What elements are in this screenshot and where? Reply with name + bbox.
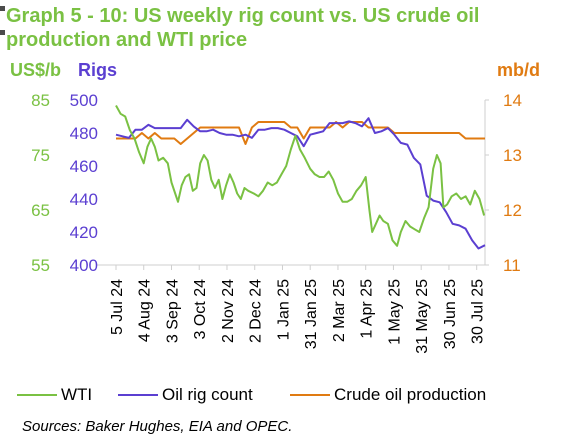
production-tick-label: 14 <box>503 91 522 110</box>
wti-tick-label: 55 <box>31 256 50 275</box>
rigs-tick-label: 420 <box>70 223 98 242</box>
x-tick-label: 4 Aug 24 <box>137 279 154 342</box>
wti-tick-label: 85 <box>31 91 50 110</box>
title-marker <box>0 30 5 35</box>
wti-axis-unit: US$/b <box>10 60 62 80</box>
rigs-tick-label: 460 <box>70 157 98 176</box>
production-axis-unit: mb/d <box>497 60 540 80</box>
legend-swatch-production <box>290 394 330 396</box>
x-tick-label: 2 Mar 25 <box>331 279 348 342</box>
x-tick-label: 30 Jun 25 <box>442 279 459 349</box>
wti-tick-label: 75 <box>31 146 50 165</box>
axes: 55 65 75 85 400 420 440 460 480 500 11 12 13 14 5 Jul … <box>31 91 522 354</box>
x-tick-label: 31 May 25 <box>414 279 431 354</box>
wti-tick-label: 65 <box>31 201 50 220</box>
rigs-tick-label: 400 <box>70 256 98 275</box>
series-line-wti <box>115 105 486 247</box>
series-line-rigs <box>115 117 486 250</box>
x-tick-label: 31 Jan 25 <box>303 279 320 349</box>
x-tick-label: 30 Jul 25 <box>470 279 487 344</box>
rigs-tick-label: 440 <box>70 190 98 209</box>
production-tick-label: 13 <box>503 146 522 165</box>
x-tick-label: 2 Nov 24 <box>220 279 237 343</box>
rigs-axis-unit: Rigs <box>78 60 118 80</box>
rigs-tick-label: 480 <box>70 124 98 143</box>
legend-label-rigs: Oil rig count <box>162 385 253 404</box>
legend: WTI Oil rig count Crude oil production <box>0 385 565 405</box>
legend-item-rigs: Oil rig count <box>118 385 253 405</box>
legend-swatch-wti <box>17 394 57 396</box>
x-tick-label: 1 May 25 <box>386 279 403 345</box>
legend-item-wti: WTI <box>17 385 92 405</box>
title-marker <box>0 6 5 11</box>
x-tick-label: 5 Jul 24 <box>109 279 126 335</box>
series-lines <box>115 105 486 250</box>
source-note: Sources: Baker Hughes, EIA and OPEC. <box>22 418 293 435</box>
x-tick-label: 3 Sep 24 <box>164 279 181 343</box>
legend-item-production: Crude oil production <box>290 385 486 405</box>
chart-title-line-1: Graph 5 - 10: US weekly rig count vs. US… <box>6 5 480 27</box>
production-tick-label: 11 <box>503 256 521 275</box>
chart-title: Graph 5 - 10: US weekly rig count vs. US… <box>0 4 556 52</box>
x-tick-label: 3 Oct 24 <box>192 279 209 340</box>
rigs-tick-label: 500 <box>70 91 98 110</box>
production-tick-label: 12 <box>503 201 522 220</box>
legend-swatch-rigs <box>118 394 158 396</box>
series-line-production <box>116 121 485 145</box>
legend-label-production: Crude oil production <box>334 385 487 404</box>
x-tick-label: 2 Dec 24 <box>248 279 265 343</box>
x-tick-label: 1 Apr 25 <box>359 279 376 339</box>
x-tick-label: 1 Jan 25 <box>275 279 292 340</box>
chart-title-line-2: production and WTI price <box>6 29 248 51</box>
legend-label-wti: WTI <box>61 385 93 404</box>
